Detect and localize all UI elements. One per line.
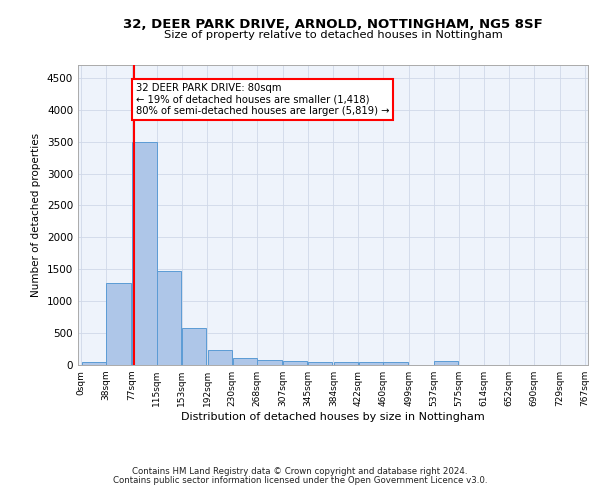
Text: 32, DEER PARK DRIVE, ARNOLD, NOTTINGHAM, NG5 8SF: 32, DEER PARK DRIVE, ARNOLD, NOTTINGHAM,…: [123, 18, 543, 30]
Text: Size of property relative to detached houses in Nottingham: Size of property relative to detached ho…: [164, 30, 502, 40]
Bar: [233, 358, 257, 365]
Bar: [157, 270, 181, 365]
Bar: [434, 361, 458, 365]
Y-axis label: Number of detached properties: Number of detached properties: [31, 133, 41, 297]
Bar: [257, 360, 282, 365]
Bar: [82, 362, 106, 365]
Bar: [359, 362, 383, 365]
Text: 32 DEER PARK DRIVE: 80sqm
← 19% of detached houses are smaller (1,418)
80% of se: 32 DEER PARK DRIVE: 80sqm ← 19% of detac…: [136, 83, 389, 116]
Bar: [182, 328, 206, 365]
Bar: [208, 350, 232, 365]
Bar: [334, 362, 358, 365]
Text: Contains HM Land Registry data © Crown copyright and database right 2024.: Contains HM Land Registry data © Crown c…: [132, 467, 468, 476]
Bar: [106, 284, 131, 365]
Bar: [132, 142, 157, 365]
X-axis label: Distribution of detached houses by size in Nottingham: Distribution of detached houses by size …: [181, 412, 485, 422]
Bar: [308, 362, 332, 365]
Text: Contains public sector information licensed under the Open Government Licence v3: Contains public sector information licen…: [113, 476, 487, 485]
Bar: [283, 362, 307, 365]
Bar: [383, 362, 408, 365]
